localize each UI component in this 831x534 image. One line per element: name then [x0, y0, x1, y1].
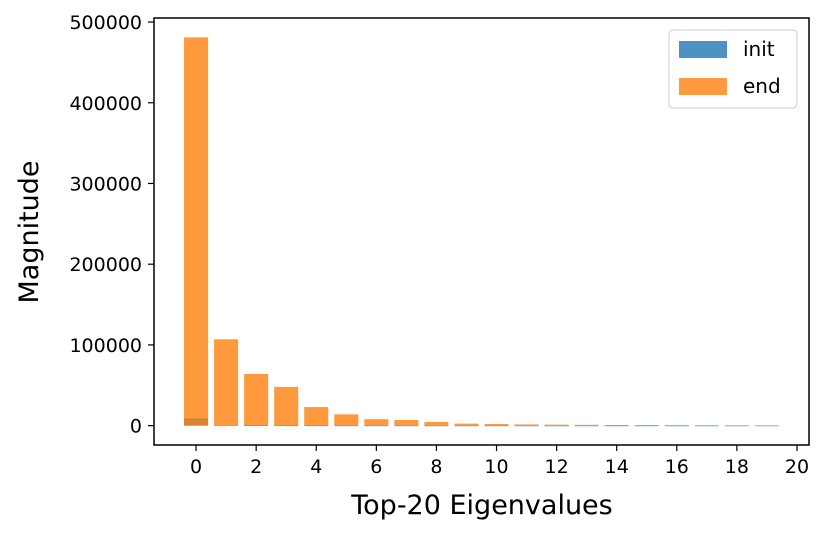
x-tick-label: 20: [785, 456, 809, 478]
bars-layer: [184, 37, 779, 427]
bar-end-2: [244, 373, 269, 426]
bar-end-13: [574, 424, 599, 426]
bar-init-17: [694, 425, 719, 427]
bar-init-4: [304, 425, 329, 427]
bar-init-18: [724, 425, 749, 427]
plot-frame: [153, 17, 810, 446]
x-tick-label: 0: [190, 456, 202, 478]
bar-end-3: [274, 386, 299, 426]
x-tick-label: 18: [725, 456, 749, 478]
bar-init-7: [394, 425, 419, 427]
y-axis: 0 100000 200000 300000 400000 500000: [69, 12, 154, 438]
legend: init end: [668, 29, 798, 109]
legend-swatch-end: [679, 78, 727, 95]
bar-end-16: [664, 425, 689, 426]
x-axis-title: Top-20 Eigenvalues: [350, 490, 612, 521]
bar-init-2: [244, 425, 269, 426]
bar-end-7: [394, 419, 419, 426]
x-tick-label: 8: [430, 456, 442, 478]
x-tick-label: 2: [250, 456, 262, 478]
x-tick-label: 6: [370, 456, 382, 478]
bar-init-5: [334, 425, 359, 427]
bar-init-13: [574, 425, 599, 427]
legend-swatch-init: [679, 41, 727, 58]
bar-end-15: [634, 425, 659, 426]
bar-end-5: [334, 414, 359, 426]
y-tick-label: 200000: [69, 254, 142, 276]
bar-init-14: [604, 425, 629, 427]
y-tick-label: 100000: [69, 335, 142, 357]
bar-init-12: [544, 425, 569, 427]
x-tick-label: 12: [545, 456, 569, 478]
bar-end-1: [214, 339, 239, 426]
legend-label-init: init: [743, 37, 775, 61]
bar-init-6: [364, 425, 389, 427]
bar-init-15: [634, 425, 659, 427]
bar-init-16: [664, 425, 689, 427]
legend-label-end: end: [743, 74, 781, 98]
x-tick-label: 4: [310, 456, 322, 478]
y-tick-label: 0: [130, 416, 142, 438]
bar-init-8: [424, 425, 449, 427]
bar-end-10: [484, 424, 509, 426]
bar-init-11: [514, 425, 539, 427]
bar-init-3: [274, 425, 299, 427]
bar-end-12: [544, 424, 569, 426]
x-tick-label: 16: [665, 456, 689, 478]
bar-end-0: [184, 37, 209, 426]
bar-end-4: [304, 407, 329, 426]
x-axis: 0 2 4 6 8 10 12 14 16 18 20: [190, 445, 809, 478]
bar-end-18: [724, 425, 749, 426]
bar-init-9: [454, 425, 479, 427]
y-tick-label: 500000: [69, 12, 142, 34]
bar-init-10: [484, 425, 509, 427]
bar-end-17: [694, 425, 719, 426]
y-axis-title: Magnitude: [14, 160, 45, 303]
x-tick-label: 10: [484, 456, 508, 478]
bar-end-11: [514, 424, 539, 426]
y-tick-label: 300000: [69, 173, 142, 195]
bar-end-14: [604, 424, 629, 426]
bar-end-9: [454, 423, 479, 426]
y-tick-label: 400000: [69, 93, 142, 115]
bar-end-6: [364, 419, 389, 426]
x-tick-label: 14: [605, 456, 629, 478]
bar-end-19: [754, 425, 779, 426]
bar-end-8: [424, 422, 449, 426]
